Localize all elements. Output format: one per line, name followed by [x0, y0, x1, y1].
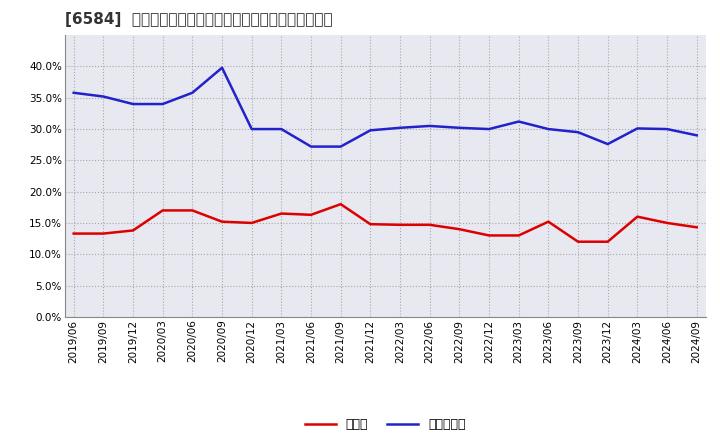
- 有利子負債: [603, 141, 612, 147]
- 有利子負債: [99, 94, 108, 99]
- 有利子負債: [574, 129, 582, 135]
- 現預金: [248, 220, 256, 226]
- 現預金: [633, 214, 642, 219]
- 現預金: [69, 231, 78, 236]
- 現預金: [574, 239, 582, 244]
- 有利子負債: [277, 126, 286, 132]
- 現預金: [366, 222, 374, 227]
- Line: 有利子負債: 有利子負債: [73, 68, 697, 147]
- 有利子負債: [693, 133, 701, 138]
- 有利子負債: [455, 125, 464, 130]
- 有利子負債: [366, 128, 374, 133]
- 現預金: [662, 220, 671, 226]
- 現預金: [336, 202, 345, 207]
- 現預金: [544, 219, 553, 224]
- 現預金: [603, 239, 612, 244]
- 現預金: [426, 222, 434, 227]
- 現預金: [514, 233, 523, 238]
- 現預金: [693, 225, 701, 230]
- 現預金: [307, 212, 315, 217]
- 有利子負債: [544, 126, 553, 132]
- 現預金: [188, 208, 197, 213]
- Line: 現預金: 現預金: [73, 204, 697, 242]
- Text: [6584]  現預金、有利子負債の総資産に対する比率の推移: [6584] 現預金、有利子負債の総資産に対する比率の推移: [65, 12, 333, 27]
- 現預金: [485, 233, 493, 238]
- 現預金: [396, 222, 405, 227]
- 有利子負債: [426, 123, 434, 128]
- 有利子負債: [69, 90, 78, 95]
- 現預金: [217, 219, 226, 224]
- 有利子負債: [129, 101, 138, 106]
- 現預金: [99, 231, 108, 236]
- 有利子負債: [514, 119, 523, 124]
- 現預金: [158, 208, 167, 213]
- 有利子負債: [485, 126, 493, 132]
- 現預金: [129, 228, 138, 233]
- 有利子負債: [217, 65, 226, 70]
- 有利子負債: [662, 126, 671, 132]
- 有利子負債: [188, 90, 197, 95]
- Legend: 現預金, 有利子負債: 現預金, 有利子負債: [300, 413, 471, 436]
- 有利子負債: [248, 126, 256, 132]
- 有利子負債: [307, 144, 315, 149]
- 現預金: [277, 211, 286, 216]
- 有利子負債: [336, 144, 345, 149]
- 有利子負債: [633, 126, 642, 131]
- 有利子負債: [396, 125, 405, 130]
- 現預金: [455, 227, 464, 232]
- 有利子負債: [158, 101, 167, 106]
